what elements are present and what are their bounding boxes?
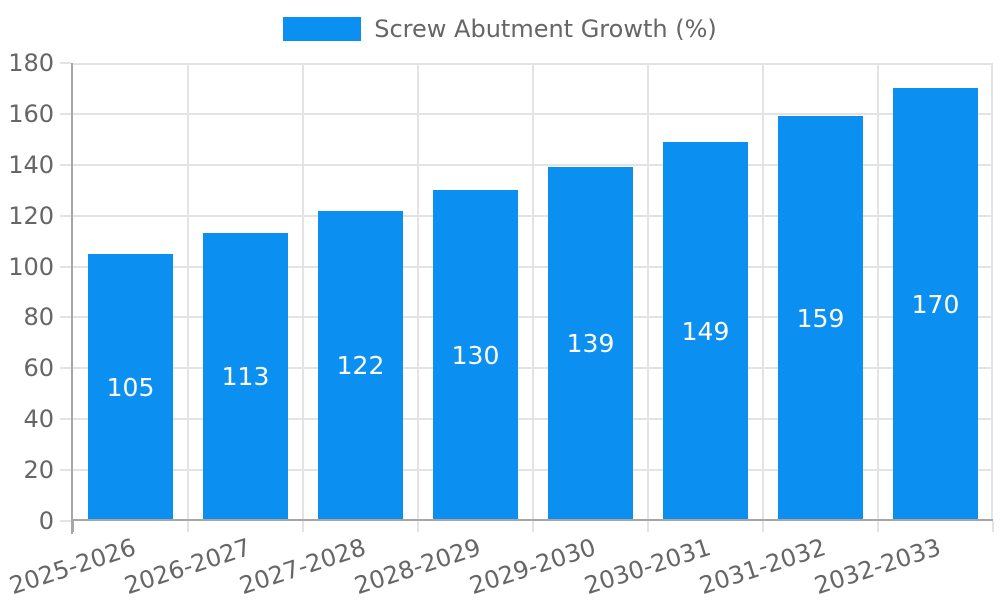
x-tick-mark bbox=[532, 521, 534, 532]
bar-value-label: 105 bbox=[106, 373, 155, 402]
y-tick-mark bbox=[60, 520, 71, 522]
bar[interactable] bbox=[88, 254, 173, 521]
x-tick-label: 2031-2032 bbox=[696, 533, 830, 600]
bar[interactable] bbox=[778, 116, 863, 521]
y-tick-mark bbox=[60, 367, 71, 369]
x-tick-mark bbox=[762, 521, 764, 532]
bar-value-label: 149 bbox=[681, 317, 730, 346]
y-tick-label: 20 bbox=[23, 456, 54, 484]
y-tick-label: 180 bbox=[8, 49, 54, 77]
x-tick-mark bbox=[187, 521, 189, 532]
bar[interactable] bbox=[893, 88, 978, 521]
y-tick-mark bbox=[60, 113, 71, 115]
bar[interactable] bbox=[548, 167, 633, 521]
x-tick-label: 2026-2027 bbox=[121, 533, 255, 600]
bar[interactable] bbox=[318, 211, 403, 521]
y-tick-label: 140 bbox=[8, 151, 54, 179]
y-tick-mark bbox=[60, 418, 71, 420]
y-tick-mark bbox=[60, 266, 71, 268]
y-tick-label: 60 bbox=[23, 354, 54, 382]
y-tick-mark bbox=[60, 316, 71, 318]
legend-label: Screw Abutment Growth (%) bbox=[374, 15, 717, 43]
y-tick-mark bbox=[60, 62, 71, 64]
y-tick-label: 40 bbox=[23, 405, 54, 433]
legend-item[interactable]: Screw Abutment Growth (%) bbox=[283, 17, 717, 41]
v-gridline bbox=[991, 63, 993, 521]
y-tick-label: 100 bbox=[8, 253, 54, 281]
x-tick-label: 2032-2033 bbox=[811, 533, 945, 600]
x-tick-label: 2028-2029 bbox=[351, 533, 485, 600]
x-tick-mark bbox=[992, 521, 994, 532]
chart-legend: Screw Abutment Growth (%) bbox=[0, 17, 1000, 41]
v-gridline bbox=[532, 63, 534, 521]
y-tick-mark bbox=[60, 469, 71, 471]
bar-value-label: 139 bbox=[566, 329, 615, 358]
v-gridline bbox=[647, 63, 649, 521]
legend-color-swatch bbox=[283, 17, 362, 41]
v-gridline bbox=[187, 63, 189, 521]
v-gridline bbox=[417, 63, 419, 521]
bar[interactable] bbox=[203, 233, 288, 521]
x-tick-mark bbox=[647, 521, 649, 532]
y-tick-label: 160 bbox=[8, 100, 54, 128]
x-axis-line bbox=[73, 519, 993, 521]
x-tick-mark bbox=[72, 521, 74, 532]
v-gridline bbox=[877, 63, 879, 521]
y-tick-label: 0 bbox=[38, 507, 54, 535]
x-tick-label: 2029-2030 bbox=[466, 533, 600, 600]
bar-value-label: 130 bbox=[451, 341, 500, 370]
x-tick-label: 2025-2026 bbox=[6, 533, 140, 600]
x-tick-label: 2030-2031 bbox=[581, 533, 715, 600]
bar-value-label: 170 bbox=[911, 290, 960, 319]
bar-value-label: 159 bbox=[796, 304, 845, 333]
x-tick-label: 2027-2028 bbox=[236, 533, 370, 600]
x-tick-mark bbox=[417, 521, 419, 532]
bar[interactable] bbox=[663, 142, 748, 521]
bar[interactable] bbox=[433, 190, 518, 521]
bar-value-label: 122 bbox=[336, 351, 385, 380]
y-tick-label: 120 bbox=[8, 202, 54, 230]
v-gridline bbox=[762, 63, 764, 521]
y-tick-mark bbox=[60, 215, 71, 217]
y-tick-mark bbox=[60, 164, 71, 166]
y-axis-line bbox=[71, 63, 73, 534]
y-tick-label: 80 bbox=[23, 303, 54, 331]
bar-value-label: 113 bbox=[221, 362, 270, 391]
v-gridline bbox=[302, 63, 304, 521]
x-tick-mark bbox=[877, 521, 879, 532]
x-tick-mark bbox=[302, 521, 304, 532]
plot-area: 105 113 122 130 139 149 159 170 0 20 40 60 80 100 120… bbox=[6, 50, 994, 600]
